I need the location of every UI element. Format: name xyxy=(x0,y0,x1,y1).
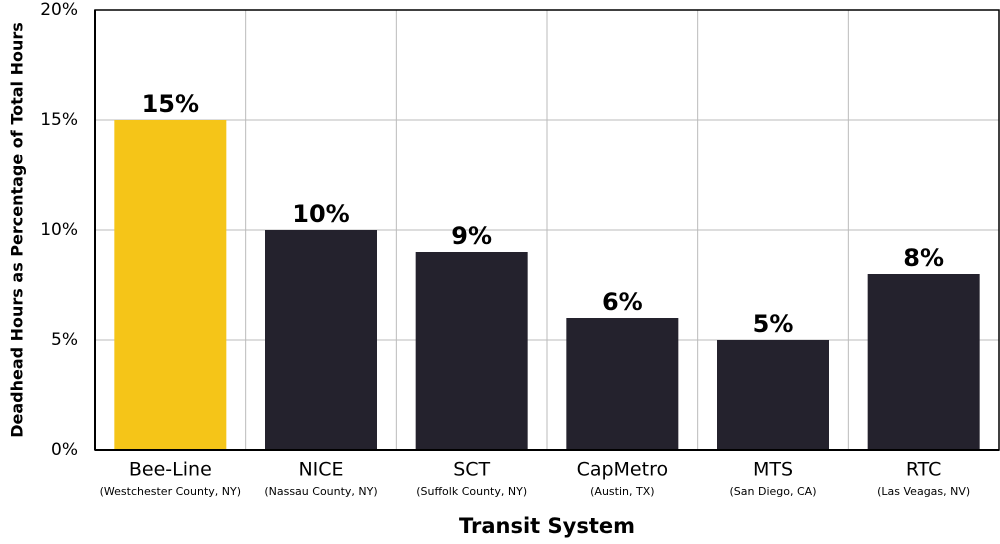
x-tick-label: RTC xyxy=(906,459,942,481)
y-tick-label: 5% xyxy=(51,330,78,350)
value-label: 15% xyxy=(142,90,199,118)
x-tick-label: NICE xyxy=(298,459,343,481)
y-tick-label: 20% xyxy=(40,0,78,20)
y-tick-label: 10% xyxy=(40,220,78,240)
x-tick-sublabel: (Suffolk County, NY) xyxy=(416,485,527,498)
bar xyxy=(566,318,679,450)
bar xyxy=(867,274,980,450)
x-tick-sublabel: (Nassau County, NY) xyxy=(264,485,377,498)
bar xyxy=(415,252,528,450)
x-tick-sublabel: (Austin, TX) xyxy=(590,485,654,498)
x-axis-title: Transit System xyxy=(459,514,635,538)
value-label: 10% xyxy=(292,200,349,228)
y-tick-label: 0% xyxy=(51,440,78,460)
x-tick-label: SCT xyxy=(453,459,490,481)
y-axis-title: Deadhead Hours as Percentage of Total Ho… xyxy=(8,22,27,438)
x-tick-label: MTS xyxy=(753,459,793,481)
value-label: 6% xyxy=(602,288,643,316)
value-label: 8% xyxy=(903,244,944,272)
x-tick-label: CapMetro xyxy=(577,459,669,481)
bar xyxy=(265,230,377,450)
bar xyxy=(114,120,227,450)
value-label: 9% xyxy=(451,222,492,250)
x-tick-sublabel: (San Diego, CA) xyxy=(730,485,817,498)
value-label: 5% xyxy=(753,310,794,338)
y-tick-label: 15% xyxy=(40,110,78,130)
x-tick-sublabel: (Las Veagas, NV) xyxy=(877,485,970,498)
x-tick-sublabel: (Westchester County, NY) xyxy=(100,485,241,498)
bar xyxy=(717,340,829,450)
x-tick-label: Bee-Line xyxy=(129,459,212,481)
